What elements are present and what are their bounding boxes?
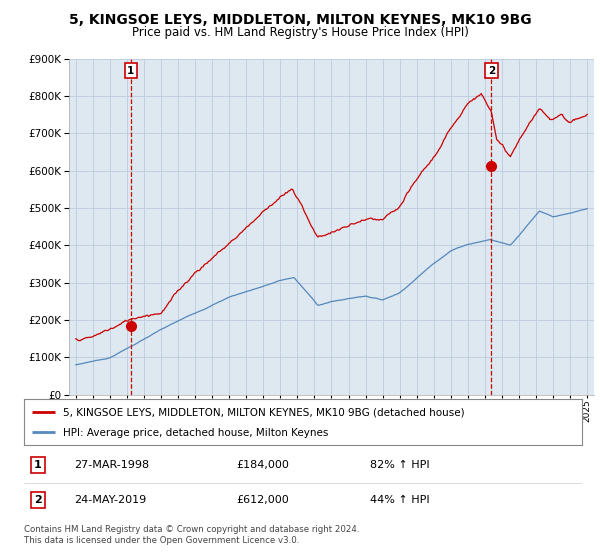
Text: 5, KINGSOE LEYS, MIDDLETON, MILTON KEYNES, MK10 9BG (detached house): 5, KINGSOE LEYS, MIDDLETON, MILTON KEYNE…	[63, 407, 464, 417]
Text: 82% ↑ HPI: 82% ↑ HPI	[370, 460, 430, 470]
Text: 1: 1	[127, 66, 134, 76]
Text: 5, KINGSOE LEYS, MIDDLETON, MILTON KEYNES, MK10 9BG: 5, KINGSOE LEYS, MIDDLETON, MILTON KEYNE…	[68, 13, 532, 27]
Text: Price paid vs. HM Land Registry's House Price Index (HPI): Price paid vs. HM Land Registry's House …	[131, 26, 469, 39]
Text: Contains HM Land Registry data © Crown copyright and database right 2024.
This d: Contains HM Land Registry data © Crown c…	[24, 525, 359, 545]
Text: £184,000: £184,000	[236, 460, 289, 470]
Text: 2: 2	[488, 66, 495, 76]
Text: HPI: Average price, detached house, Milton Keynes: HPI: Average price, detached house, Milt…	[63, 428, 328, 438]
Text: 27-MAR-1998: 27-MAR-1998	[74, 460, 149, 470]
Text: 44% ↑ HPI: 44% ↑ HPI	[370, 495, 430, 505]
Text: £612,000: £612,000	[236, 495, 289, 505]
Text: 1: 1	[34, 460, 42, 470]
Text: 24-MAY-2019: 24-MAY-2019	[74, 495, 146, 505]
Text: 2: 2	[34, 495, 42, 505]
